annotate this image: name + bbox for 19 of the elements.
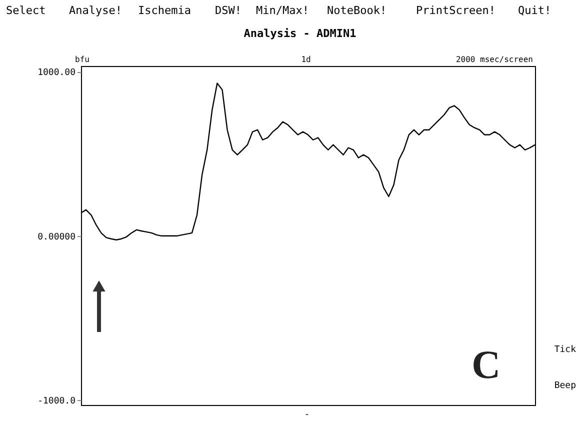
text: Analyse! (69, 4, 122, 17)
annotation: C (472, 342, 500, 387)
text: PrintScreen! (416, 4, 496, 17)
text: NoteBook! (327, 4, 387, 17)
text: bfu (75, 55, 90, 64)
text: DSW! (215, 4, 242, 17)
y-tick-label: -1000.0 (38, 396, 76, 407)
text: Quit! (518, 4, 552, 17)
text: Tick (554, 345, 577, 355)
text: 2000 msec/screen (456, 55, 534, 64)
y-tick-label: 1000.00 (38, 68, 76, 78)
y-tick-label: 0.00000 (38, 232, 76, 242)
text: Ischemia (138, 4, 191, 17)
text: Min/Max! (256, 4, 309, 17)
text: - (304, 410, 310, 420)
chart-title: Analysis - ADMIN1 (244, 27, 357, 40)
text: Select (6, 4, 46, 17)
text: 1d (301, 55, 311, 64)
text: Beep (554, 381, 576, 391)
